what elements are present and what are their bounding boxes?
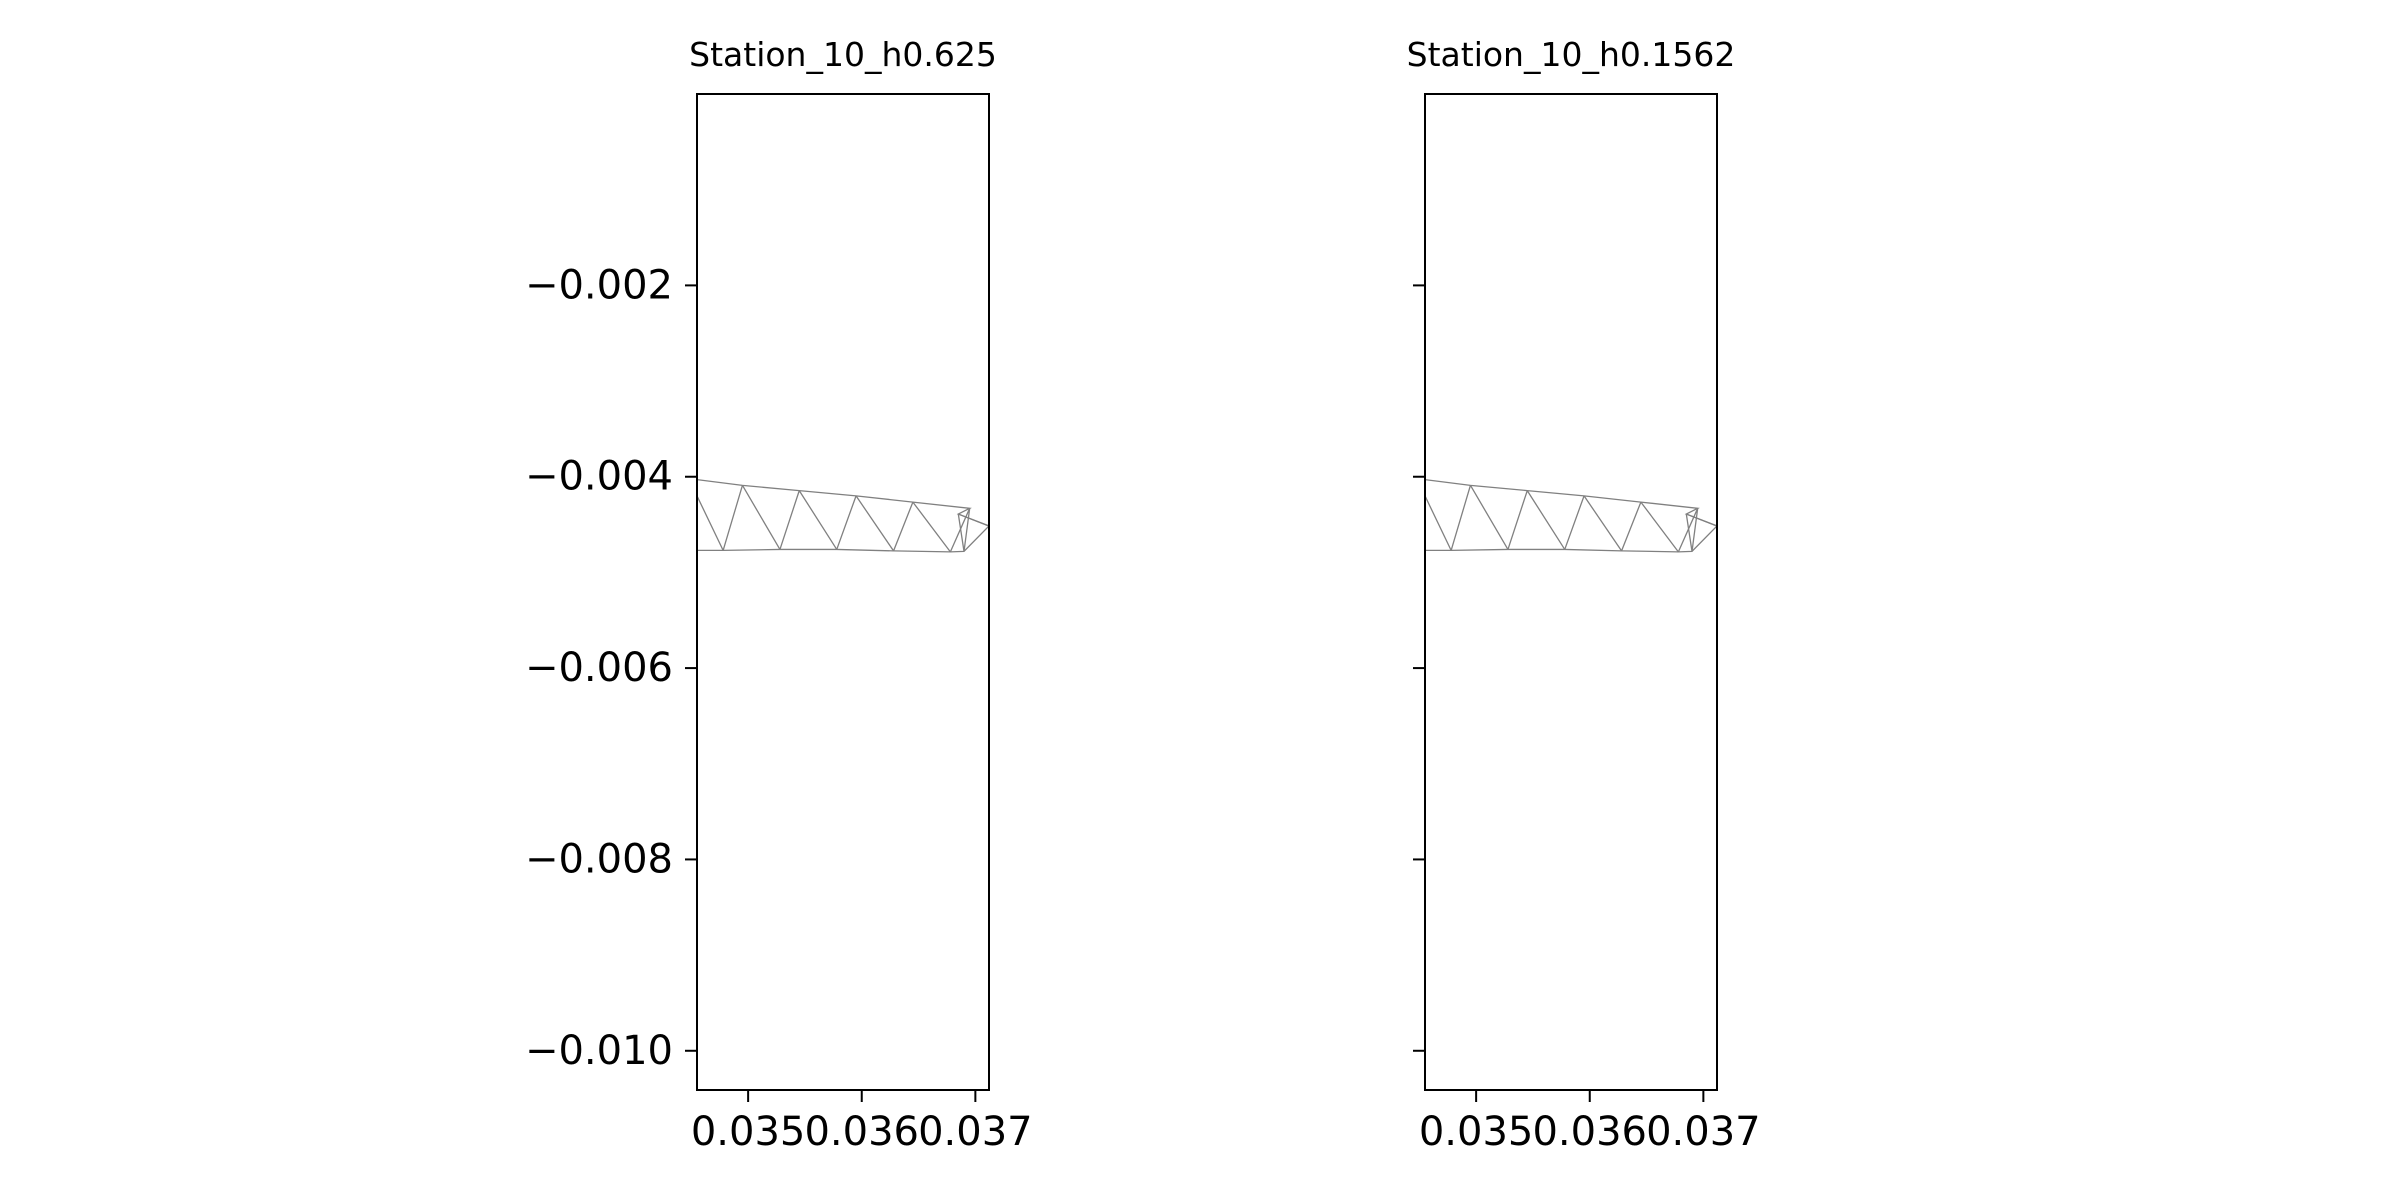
mesh-edge bbox=[1691, 508, 1699, 552]
mesh-edge bbox=[779, 490, 800, 550]
mesh-edge bbox=[722, 485, 744, 551]
mesh-edge bbox=[836, 495, 857, 550]
x-tick-label: 0.036 bbox=[804, 1109, 919, 1155]
mesh-edge bbox=[1469, 485, 1509, 550]
mesh-top-edge bbox=[1425, 478, 1717, 527]
mesh-edge bbox=[697, 495, 724, 551]
mesh-bottom-edge bbox=[1425, 525, 1717, 553]
mesh-edge bbox=[1640, 501, 1679, 553]
x-tick-label: 0.035 bbox=[1419, 1109, 1534, 1155]
mesh-edge bbox=[1685, 513, 1693, 552]
subplot-station-10-h01562: Station_10_h0.1562 0.035 0.036 0.037 bbox=[1407, 35, 1761, 1155]
mesh-edge bbox=[1564, 495, 1585, 550]
mesh-top-edge bbox=[697, 478, 989, 527]
mesh-edge bbox=[1620, 501, 1642, 552]
y-tick-label: −0.004 bbox=[525, 454, 673, 500]
x-tick-label: 0.036 bbox=[1532, 1109, 1647, 1155]
y-tick-label: −0.006 bbox=[525, 645, 673, 691]
mesh-edge bbox=[958, 513, 989, 527]
x-tick-label: 0.037 bbox=[918, 1109, 1033, 1155]
subplot-title: Station_10_h0.1562 bbox=[1407, 35, 1736, 74]
mesh-edge bbox=[957, 513, 965, 552]
x-tick-label: 0.035 bbox=[691, 1109, 806, 1155]
mesh-edge bbox=[892, 501, 914, 552]
subplot-title: Station_10_h0.625 bbox=[689, 35, 997, 74]
subplot-station-10-h0625: Station_10_h0.625 −0.002 −0.004 −0.006 −0.00… bbox=[525, 35, 1033, 1155]
mesh-edge bbox=[912, 501, 951, 553]
mesh-edge bbox=[1686, 513, 1717, 527]
axes-frame bbox=[1424, 93, 1718, 1091]
mesh-triangles bbox=[1425, 478, 1717, 553]
axes-frame bbox=[696, 93, 990, 1091]
mesh-edge bbox=[1526, 490, 1566, 550]
mesh-edge bbox=[963, 508, 971, 552]
mesh-edge bbox=[1583, 495, 1623, 552]
mesh-edge bbox=[741, 485, 781, 550]
y-tick-label: −0.002 bbox=[525, 262, 673, 308]
mesh-edge bbox=[1507, 490, 1528, 550]
mesh-bottom-edge bbox=[697, 525, 989, 553]
mesh-edge bbox=[855, 495, 895, 552]
mesh-edge bbox=[1677, 508, 1699, 553]
mesh-edge bbox=[1450, 485, 1472, 551]
mesh-edge bbox=[1425, 495, 1452, 551]
y-tick-label: −0.010 bbox=[525, 1028, 673, 1074]
mesh-edge bbox=[949, 508, 971, 553]
mesh-triangles bbox=[697, 478, 989, 553]
y-tick-label: −0.008 bbox=[525, 836, 673, 882]
mesh-edge bbox=[798, 490, 838, 550]
x-tick-label: 0.037 bbox=[1646, 1109, 1761, 1155]
